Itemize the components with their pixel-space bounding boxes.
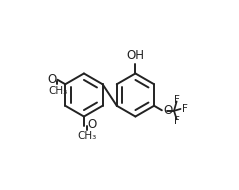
Text: CH₃: CH₃ — [78, 131, 97, 141]
Text: O: O — [47, 73, 57, 86]
Text: OH: OH — [126, 49, 144, 62]
Text: CH₃: CH₃ — [48, 86, 67, 96]
Text: F: F — [174, 116, 179, 126]
Text: O: O — [87, 118, 97, 131]
Text: F: F — [174, 95, 179, 105]
Text: O: O — [164, 104, 173, 117]
Text: F: F — [181, 104, 187, 114]
